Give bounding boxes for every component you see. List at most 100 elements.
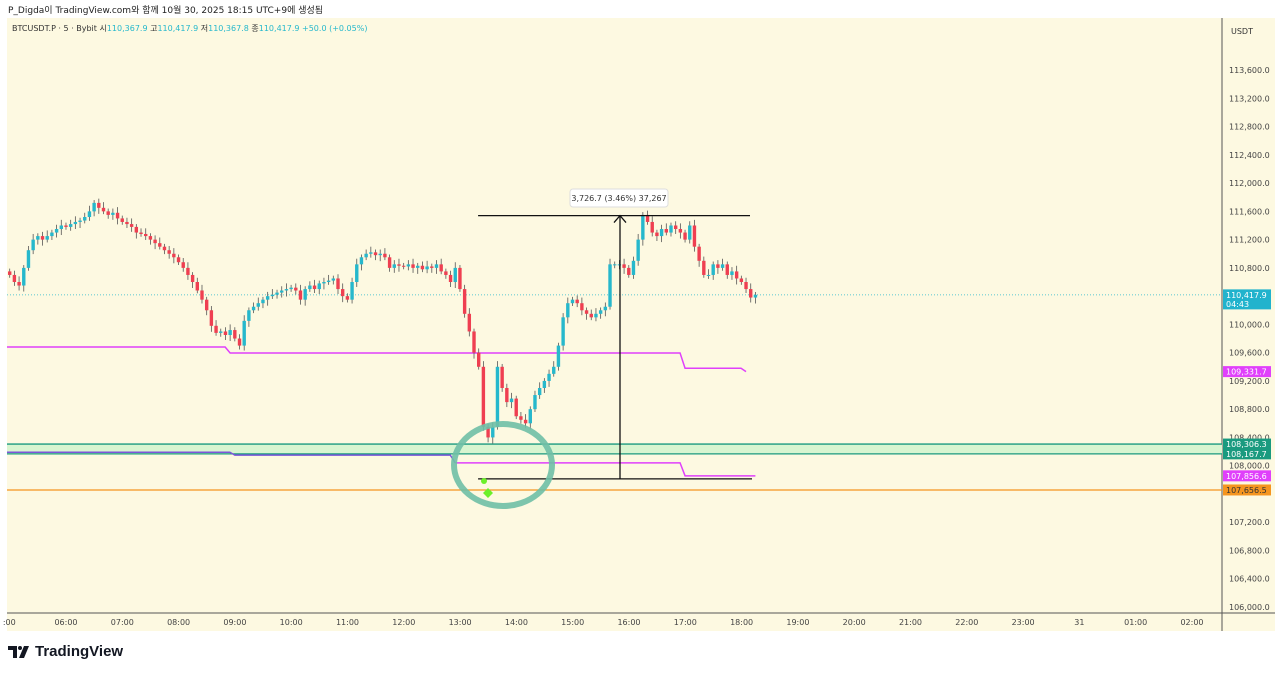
candle-body — [720, 264, 725, 268]
tradingview-logo[interactable]: TradingView — [8, 643, 123, 660]
candle-body — [153, 239, 157, 244]
level-price-tag — [1223, 484, 1271, 496]
candle-body — [308, 285, 312, 290]
y-tick-label: 106,800.0 — [1229, 546, 1270, 555]
candle-body — [148, 236, 153, 240]
candle-body — [509, 398, 514, 403]
candle-body — [514, 398, 518, 417]
candle-body — [744, 282, 748, 290]
plot-area[interactable] — [7, 18, 1222, 613]
candle-body — [242, 320, 246, 346]
x-tick-label: 11:00 — [336, 618, 359, 627]
candle-body — [219, 331, 223, 333]
candle-body — [500, 366, 504, 388]
candle-body — [223, 331, 228, 335]
candle-body — [129, 224, 134, 227]
candle-body — [12, 274, 17, 283]
candle-body — [669, 225, 673, 233]
y-tick-label: 112,000.0 — [1229, 179, 1270, 188]
candle-body — [233, 330, 237, 339]
candle-body — [739, 278, 744, 283]
candle-body — [533, 395, 537, 410]
candle-body — [622, 264, 626, 268]
candle-body — [570, 299, 575, 304]
upper-band-line — [7, 346, 747, 373]
signal-dot — [481, 478, 487, 484]
y-tick-label: 108,400.0 — [1229, 433, 1270, 442]
time-axis[interactable] — [7, 613, 1275, 631]
candle-body — [401, 265, 406, 267]
candle-body — [73, 221, 78, 225]
candle-body — [139, 232, 143, 234]
candle-body — [716, 264, 720, 268]
candle-body — [561, 317, 565, 346]
candle-body — [359, 257, 364, 265]
candle-body — [106, 211, 110, 215]
x-tick-label: 01:00 — [1124, 618, 1147, 627]
candle-body — [697, 246, 701, 261]
level-price-tag — [1223, 366, 1271, 378]
candle-body — [598, 310, 603, 314]
candle-body — [547, 373, 551, 381]
candle-body — [734, 271, 739, 279]
candle-body — [486, 426, 490, 438]
candle-body — [453, 267, 457, 283]
y-tick-label: 110,800.0 — [1229, 264, 1270, 273]
level-price-tag-text: 108,167.7 — [1226, 450, 1267, 459]
candle-body — [270, 294, 275, 297]
y-tick-label: 111,600.0 — [1229, 207, 1270, 216]
candle-body — [730, 271, 734, 275]
x-tick-label: :00 — [3, 618, 16, 627]
candle-body — [406, 264, 411, 267]
candle-body — [59, 225, 63, 230]
candle-body — [134, 226, 139, 233]
level-price-tag — [1223, 470, 1271, 482]
x-tick-label: 06:00 — [54, 618, 77, 627]
candle-body — [92, 202, 96, 212]
candle-body — [664, 229, 668, 233]
candle-body — [725, 264, 729, 275]
candle-body — [345, 296, 350, 300]
candle-body — [636, 239, 640, 261]
x-tick-label: 16:00 — [617, 618, 640, 627]
y-tick-label: 108,000.0 — [1229, 462, 1270, 471]
x-tick-label: 14:00 — [505, 618, 528, 627]
x-tick-label: 15:00 — [561, 618, 584, 627]
level-price-tag — [1223, 438, 1271, 450]
candle-body — [589, 313, 593, 318]
candle-body — [176, 257, 181, 263]
candle-body — [753, 294, 758, 298]
candle-body — [261, 299, 265, 304]
candle-body — [702, 260, 706, 275]
y-tick-label: 112,800.0 — [1229, 123, 1270, 132]
candle-body — [481, 366, 486, 427]
candle-body — [467, 313, 472, 332]
candle-body — [650, 221, 654, 233]
level-price-tag — [1223, 448, 1271, 460]
candle-body — [627, 267, 631, 275]
candle-body — [26, 250, 31, 268]
candle-body — [397, 264, 401, 266]
candle-body — [195, 282, 199, 291]
y-tick-label: 108,800.0 — [1229, 405, 1270, 414]
candle-body — [416, 265, 420, 268]
candle-body — [645, 214, 650, 222]
candle-body — [673, 225, 678, 230]
candle-body — [331, 278, 336, 281]
candle-body — [312, 285, 317, 290]
candle-body — [162, 246, 167, 251]
candle-body — [167, 250, 171, 254]
candle-body — [275, 292, 279, 295]
y-tick-label: 110,000.0 — [1229, 320, 1270, 329]
candle-body — [101, 207, 106, 212]
level-price-tag-text: 107,856.6 — [1226, 472, 1267, 481]
candle-body — [678, 229, 683, 233]
price-axis[interactable] — [1222, 18, 1275, 613]
candle-body — [17, 282, 21, 286]
candle-body — [495, 366, 500, 427]
ohlc-legend: BTCUSDT.P · 5 · Bybit 시110,367.9 고110,41… — [12, 24, 367, 33]
candle-body — [580, 303, 584, 311]
y-tick-label: 113,600.0 — [1229, 66, 1270, 75]
level-price-tag-text: 107,656.5 — [1226, 486, 1267, 495]
